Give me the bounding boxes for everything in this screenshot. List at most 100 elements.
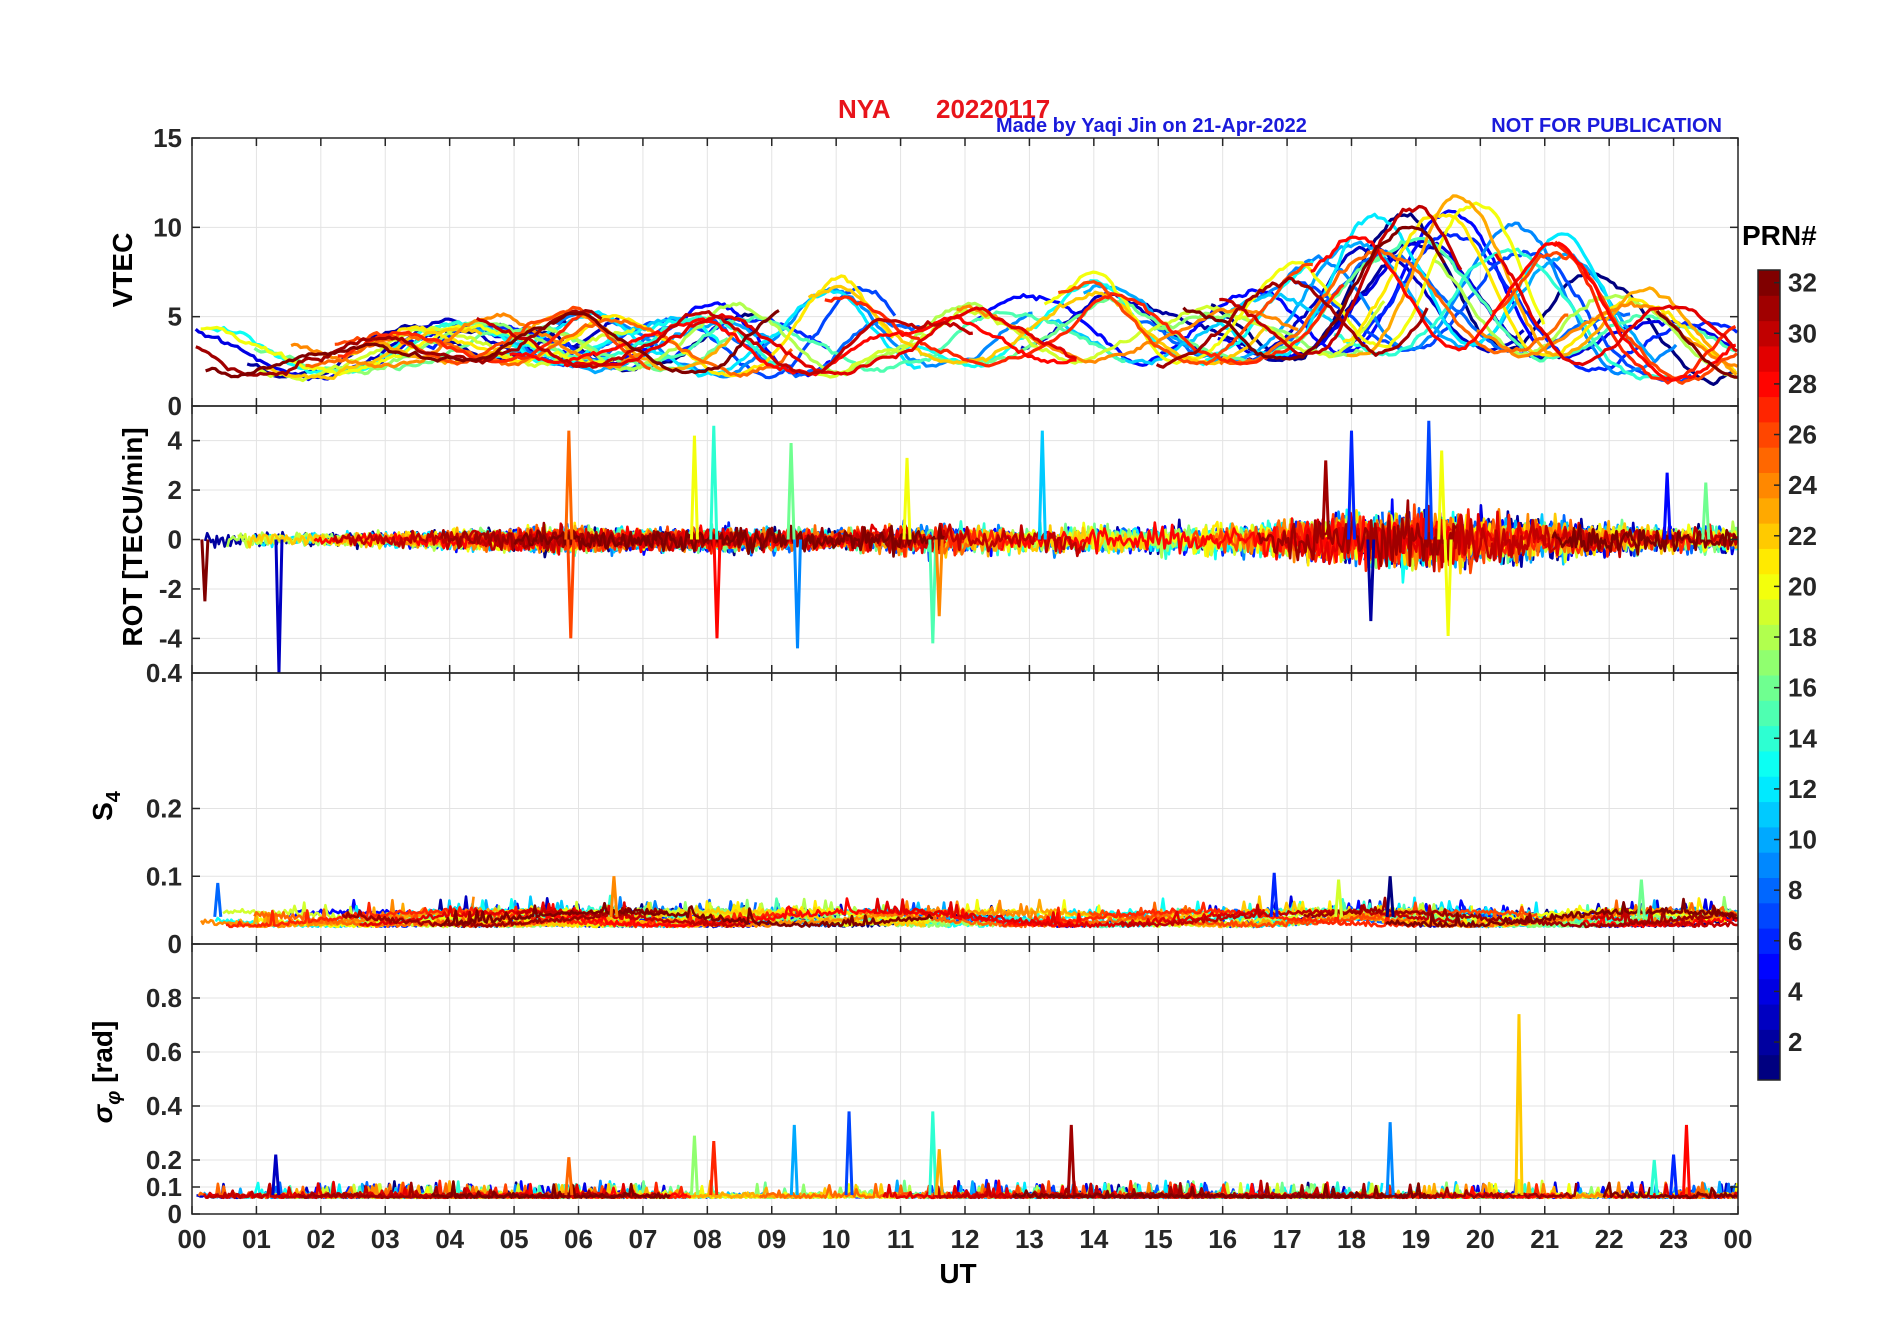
- xtick-label: 05: [500, 1224, 529, 1254]
- xtick-label: 02: [306, 1224, 335, 1254]
- xtick-label: 19: [1401, 1224, 1430, 1254]
- sigma_phi-prn-32-line: [1602, 1181, 1738, 1200]
- vtec-prn-29-line: [1494, 253, 1738, 367]
- sigma_phi-spike-0: [271, 1154, 281, 1196]
- colorbar-tick-label: 18: [1788, 622, 1817, 652]
- rot-spike-17: [1437, 450, 1447, 540]
- sigma_phi-spike-9: [1385, 1122, 1395, 1196]
- sigma_phi-traces: [196, 1014, 1738, 1200]
- rot-spike-8: [793, 539, 803, 649]
- rot-ytick-label: 2: [168, 475, 182, 505]
- rot-spike-2: [564, 430, 574, 540]
- colorbar-swatch-prn-9: [1758, 852, 1780, 878]
- xtick-label: 15: [1144, 1224, 1173, 1254]
- colorbar-swatch-prn-31: [1758, 295, 1780, 322]
- sigma_phi-ytick-label: 0.8: [146, 983, 182, 1013]
- sigma_phi-spike-6: [928, 1111, 938, 1196]
- colorbar-label: PRN#: [1742, 220, 1817, 251]
- rot-ytick-label: -4: [159, 623, 183, 653]
- colorbar-swatch-prn-6: [1758, 928, 1780, 954]
- xtick-label: 20: [1466, 1224, 1495, 1254]
- xtick-label: 07: [628, 1224, 657, 1254]
- rot-spike-12: [1037, 430, 1047, 540]
- xtick-label: 08: [693, 1224, 722, 1254]
- sigma_phi-spike-3: [709, 1141, 719, 1196]
- vtec-ytick-label: 0: [168, 391, 182, 421]
- vtec-prn-14-line: [1333, 247, 1670, 381]
- s4-ytick-label: 0: [168, 929, 182, 959]
- colorbar-tick-label: 26: [1788, 420, 1817, 450]
- colorbar-tick-label: 16: [1788, 673, 1817, 703]
- vtec-prn-25-line: [1219, 247, 1569, 366]
- xtick-label: 21: [1530, 1224, 1559, 1254]
- x-axis-label: UT: [939, 1258, 976, 1289]
- colorbar-swatch-prn-4: [1758, 978, 1780, 1005]
- colorbar-swatch-prn-3: [1758, 1004, 1780, 1030]
- colorbar-swatch-prn-18: [1758, 624, 1780, 651]
- xtick-label: 16: [1208, 1224, 1237, 1254]
- colorbar-swatch-prn-20: [1758, 573, 1780, 600]
- xtick-label: 12: [951, 1224, 980, 1254]
- colorbar-tick-label: 32: [1788, 268, 1817, 298]
- rot-panel: -4 -2 0 2 4: [159, 405, 1739, 674]
- vtec-prn-27-line: [824, 283, 1345, 368]
- rot-ylabel: ROT [TECU/min]: [117, 427, 148, 646]
- colorbar-swatch-prn-22: [1758, 523, 1780, 549]
- vtec-prn-22-line: [265, 327, 483, 380]
- rot-spike-19: [1662, 472, 1672, 540]
- rot-spike-15: [1366, 539, 1376, 622]
- s4-spike-5: [1636, 879, 1646, 918]
- colorbar-tick-label: 10: [1788, 825, 1817, 855]
- rot-spike-4: [689, 435, 699, 540]
- rot-traces: [200, 420, 1738, 673]
- rot-spike-0: [200, 539, 210, 602]
- s4-prn-27-line: [1001, 901, 1419, 928]
- s4-spike-1: [609, 876, 619, 918]
- vtec-prn-32-line: [1182, 225, 1446, 361]
- sigma_phi-prn-32-line: [431, 1180, 671, 1200]
- sigma_phi-prn-32-line: [1011, 1182, 1431, 1200]
- vtec-prn-10-line: [1082, 240, 1655, 363]
- vtec-traces: [194, 194, 1738, 386]
- vtec-prn-24-line: [290, 312, 643, 370]
- colorbar-swatch-prn-23: [1758, 497, 1780, 524]
- sigma-phi-panel: 00.10.2 0.4 0.6 0.8 00 01 02 03 04 05 06 07 08 09 10 11…: [146, 943, 1752, 1254]
- colorbar-tick-label: 28: [1788, 369, 1817, 399]
- sigma_phi-spike-11: [1649, 1159, 1659, 1196]
- rot-prn-32-line: [513, 524, 945, 558]
- station-title: NYA: [838, 94, 891, 124]
- s4-spike-0: [213, 882, 223, 918]
- rot-spike-5: [709, 425, 719, 540]
- sigma_phi-ytick-label: 0.1: [146, 1172, 182, 1202]
- colorbar-swatch-prn-1: [1758, 1054, 1780, 1081]
- rot-prn-31-line: [1256, 499, 1458, 568]
- sigma_phi-ytick-label: 0.6: [146, 1037, 182, 1067]
- colorbar-tick-label: 4: [1788, 976, 1803, 1006]
- colorbar-tick-label: 6: [1788, 926, 1802, 956]
- colorbar-tick-label: 24: [1788, 470, 1817, 500]
- s4-spike-3: [1334, 879, 1344, 918]
- vtec-prn-30-line: [475, 310, 973, 376]
- vtec-prn-22-line: [807, 284, 1268, 366]
- xtick-label: 18: [1337, 1224, 1366, 1254]
- sigma_phi-spike-2: [689, 1135, 699, 1196]
- rot-ytick-label: 4: [168, 426, 183, 456]
- s4-prn-32-line: [439, 901, 934, 928]
- s4-prn-28-line: [544, 897, 1090, 929]
- s4-spike-2: [1269, 872, 1279, 918]
- colorbar-tick-label: 8: [1788, 875, 1802, 905]
- s4-prn-32-line: [1385, 897, 1738, 928]
- sigma_phi-spike-7: [934, 1149, 944, 1196]
- sigma_phi-ytick-label: 0: [168, 1199, 182, 1229]
- rot-spike-10: [928, 539, 938, 644]
- sigma_phi-ytick-label: 0.2: [146, 1145, 182, 1175]
- vtec-prn-11-line: [1048, 292, 1334, 366]
- credit-text: Made by Yaqi Jin on 21-Apr-2022: [996, 115, 1307, 137]
- colorbar-tick-label: 22: [1788, 521, 1817, 551]
- s4-traces: [199, 872, 1738, 929]
- colorbar-swatch-prn-25: [1758, 447, 1780, 473]
- xtick-label: 23: [1659, 1224, 1688, 1254]
- vtec-ytick-label: 15: [153, 123, 182, 153]
- vtec-prn-27-line: [337, 309, 593, 364]
